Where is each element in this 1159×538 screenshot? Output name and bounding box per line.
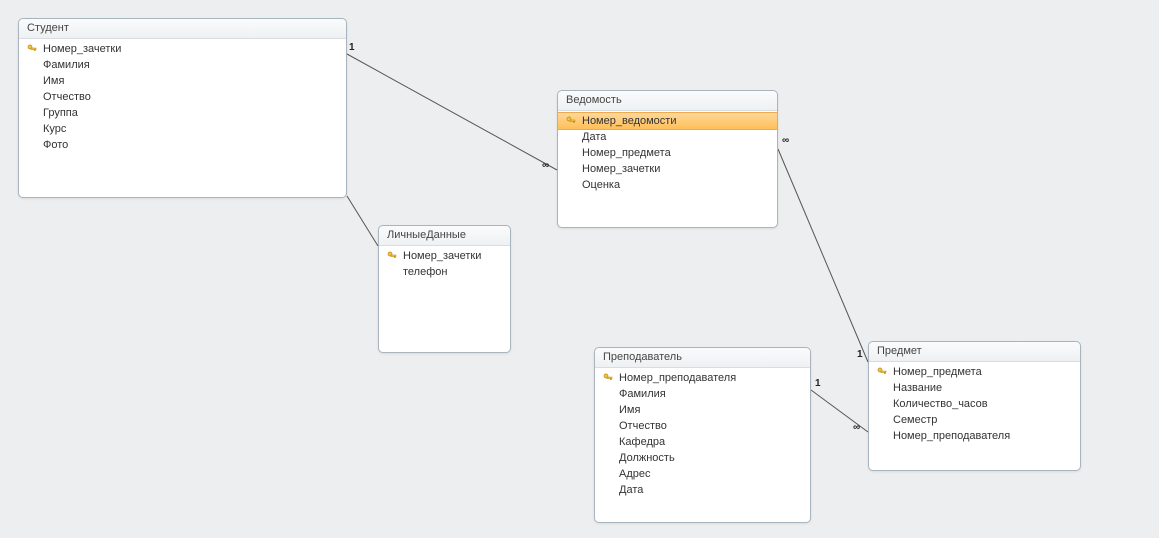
table-row[interactable]: Должность [595, 450, 810, 466]
table-teacher[interactable]: Преподаватель Номер_преподавателя Фамили… [594, 347, 811, 523]
table-title: Студент [19, 19, 346, 39]
field-name: Фамилия [43, 59, 90, 71]
primary-key-icon [603, 373, 613, 383]
field-name: Семестр [893, 414, 937, 426]
field-name: телефон [403, 266, 447, 278]
table-body: Номер_преподавателя Фамилия Имя Отчество… [595, 368, 810, 504]
field-name: Дата [619, 484, 643, 496]
cardinality-label: 1 [815, 378, 821, 389]
table-subject[interactable]: Предмет Номер_предмета Название Количест… [868, 341, 1081, 471]
cardinality-label: ∞ [782, 135, 789, 146]
field-name: Номер_преподавателя [619, 372, 736, 384]
field-name: Номер_предмета [893, 366, 982, 378]
field-name: Адрес [619, 468, 651, 480]
table-row[interactable]: Номер_зачетки [19, 41, 346, 57]
table-body: Номер_зачетки Фамилия Имя Отчество Групп… [19, 39, 346, 159]
table-row[interactable]: Оценка [558, 177, 777, 193]
table-row[interactable]: Адрес [595, 466, 810, 482]
table-title: Ведомость [558, 91, 777, 111]
cardinality-label: 1 [349, 42, 355, 53]
table-row[interactable]: Номер_предмета [558, 145, 777, 161]
field-name: Имя [43, 75, 64, 87]
table-row[interactable]: Кафедра [595, 434, 810, 450]
table-row[interactable]: Курс [19, 121, 346, 137]
table-row[interactable]: Отчество [19, 89, 346, 105]
primary-key-icon [566, 116, 576, 126]
table-body: Номер_зачетки телефон [379, 246, 510, 286]
table-statement[interactable]: Ведомость Номер_ведомости Дата Номер_пре… [557, 90, 778, 228]
field-name: Кафедра [619, 436, 665, 448]
table-row[interactable]: Фамилия [19, 57, 346, 73]
table-row[interactable]: Номер_преподавателя [595, 370, 810, 386]
field-name: Номер_предмета [582, 147, 671, 159]
field-name: Номер_зачетки [403, 250, 481, 262]
table-row[interactable]: Номер_преподавателя [869, 428, 1080, 444]
table-body: Номер_ведомости Дата Номер_предмета Номе… [558, 111, 777, 199]
table-row[interactable]: Номер_ведомости [558, 112, 777, 130]
table-title: ЛичныеДанные [379, 226, 510, 246]
field-name: Отчество [43, 91, 91, 103]
field-name: Фото [43, 139, 68, 151]
field-name: Номер_зачетки [582, 163, 660, 175]
table-body: Номер_предмета Название Количество_часов… [869, 362, 1080, 450]
table-title: Предмет [869, 342, 1080, 362]
field-name: Имя [619, 404, 640, 416]
table-row[interactable]: Название [869, 380, 1080, 396]
table-row[interactable]: Номер_зачетки [379, 248, 510, 264]
field-name: Оценка [582, 179, 620, 191]
table-row[interactable]: Номер_зачетки [558, 161, 777, 177]
table-row[interactable]: Дата [558, 129, 777, 145]
cardinality-label: ∞ [853, 422, 860, 433]
er-diagram-canvas[interactable]: 1 ∞ ∞ 1 1 ∞ Студент Номер_зачетки Фамили… [0, 0, 1159, 538]
field-name: Группа [43, 107, 78, 119]
primary-key-icon [877, 367, 887, 377]
field-name: Номер_ведомости [582, 115, 676, 127]
rel-line [347, 54, 557, 170]
field-name: Дата [582, 131, 606, 143]
table-row[interactable]: Семестр [869, 412, 1080, 428]
primary-key-icon [387, 251, 397, 261]
table-row[interactable]: Номер_предмета [869, 364, 1080, 380]
rel-line [347, 196, 378, 246]
table-row[interactable]: Фото [19, 137, 346, 153]
table-row[interactable]: Группа [19, 105, 346, 121]
primary-key-icon [27, 44, 37, 54]
rel-line [778, 149, 868, 362]
cardinality-label: ∞ [542, 160, 549, 171]
table-row[interactable]: Количество_часов [869, 396, 1080, 412]
field-name: Название [893, 382, 942, 394]
field-name: Фамилия [619, 388, 666, 400]
field-name: Курс [43, 123, 66, 135]
field-name: Должность [619, 452, 675, 464]
cardinality-label: 1 [857, 349, 863, 360]
field-name: Отчество [619, 420, 667, 432]
table-title: Преподаватель [595, 348, 810, 368]
field-name: Количество_часов [893, 398, 988, 410]
table-student[interactable]: Студент Номер_зачетки Фамилия Имя Отчест… [18, 18, 347, 198]
table-row[interactable]: Отчество [595, 418, 810, 434]
table-row[interactable]: Имя [595, 402, 810, 418]
table-row[interactable]: Дата [595, 482, 810, 498]
table-row[interactable]: Фамилия [595, 386, 810, 402]
table-personal-data[interactable]: ЛичныеДанные Номер_зачетки телефон [378, 225, 511, 353]
field-name: Номер_преподавателя [893, 430, 1010, 442]
table-row[interactable]: Имя [19, 73, 346, 89]
field-name: Номер_зачетки [43, 43, 121, 55]
table-row[interactable]: телефон [379, 264, 510, 280]
